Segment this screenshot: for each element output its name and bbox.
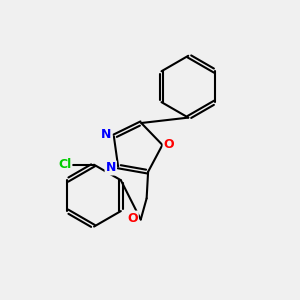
Text: Cl: Cl: [58, 158, 71, 171]
Text: O: O: [164, 138, 174, 152]
Text: N: N: [101, 128, 112, 141]
Text: O: O: [127, 212, 138, 224]
Text: N: N: [106, 161, 116, 175]
